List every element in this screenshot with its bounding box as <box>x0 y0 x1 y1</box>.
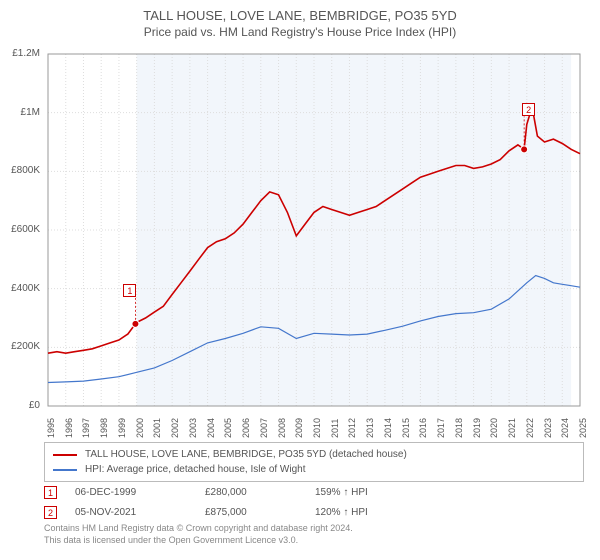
x-tick-label: 1999 <box>117 418 127 438</box>
chart-subtitle: Price paid vs. HM Land Registry's House … <box>0 25 600 39</box>
x-tick-label: 2019 <box>472 418 482 438</box>
x-tick-label: 2007 <box>259 418 269 438</box>
legend-item: HPI: Average price, detached house, Isle… <box>53 462 575 477</box>
sale-event-row: 1 06-DEC-1999 £280,000 159% ↑ HPI <box>44 482 584 502</box>
x-tick-label: 1998 <box>99 418 109 438</box>
x-tick-label: 2023 <box>543 418 553 438</box>
sale-event-vs-hpi: 120% ↑ HPI <box>315 507 435 518</box>
legend-swatch <box>53 454 77 456</box>
x-tick-label: 2005 <box>223 418 233 438</box>
sale-event-marker-box: 2 <box>44 506 57 519</box>
x-axis-labels: 1995199619971998199920002001200220032004… <box>44 414 584 428</box>
x-tick-label: 2001 <box>152 418 162 438</box>
sale-events-table: 1 06-DEC-1999 £280,000 159% ↑ HPI 2 05-N… <box>44 482 584 522</box>
x-tick-label: 1997 <box>81 418 91 438</box>
sale-event-date: 06-DEC-1999 <box>75 487 205 498</box>
sale-event-vs-hpi: 159% ↑ HPI <box>315 487 435 498</box>
x-tick-label: 2021 <box>507 418 517 438</box>
y-tick-label: £1.2M <box>2 48 40 59</box>
x-tick-label: 2018 <box>454 418 464 438</box>
chart-plot <box>44 50 584 410</box>
chart-container: TALL HOUSE, LOVE LANE, BEMBRIDGE, PO35 5… <box>0 0 600 560</box>
x-tick-label: 2009 <box>294 418 304 438</box>
sale-event-row: 2 05-NOV-2021 £875,000 120% ↑ HPI <box>44 502 584 522</box>
x-tick-label: 2015 <box>401 418 411 438</box>
y-tick-label: £400K <box>2 283 40 294</box>
chart-marker-label: 1 <box>123 284 136 297</box>
x-tick-label: 2013 <box>365 418 375 438</box>
x-tick-label: 1996 <box>64 418 74 438</box>
footer-attribution: Contains HM Land Registry data © Crown c… <box>44 523 584 546</box>
x-tick-label: 2008 <box>277 418 287 438</box>
legend-label: HPI: Average price, detached house, Isle… <box>85 464 306 475</box>
x-tick-label: 2025 <box>578 418 588 438</box>
x-tick-label: 2024 <box>560 418 570 438</box>
legend-item: TALL HOUSE, LOVE LANE, BEMBRIDGE, PO35 5… <box>53 447 575 462</box>
x-tick-label: 2017 <box>436 418 446 438</box>
footer-line: This data is licensed under the Open Gov… <box>44 535 584 547</box>
y-tick-label: £0 <box>2 400 40 411</box>
chart-title: TALL HOUSE, LOVE LANE, BEMBRIDGE, PO35 5… <box>0 8 600 23</box>
sale-event-price: £875,000 <box>205 507 315 518</box>
y-tick-label: £1M <box>2 107 40 118</box>
y-tick-label: £600K <box>2 224 40 235</box>
footer-line: Contains HM Land Registry data © Crown c… <box>44 523 584 535</box>
x-tick-label: 2004 <box>206 418 216 438</box>
x-tick-label: 2022 <box>525 418 535 438</box>
legend-label: TALL HOUSE, LOVE LANE, BEMBRIDGE, PO35 5… <box>85 449 407 460</box>
sale-event-price: £280,000 <box>205 487 315 498</box>
x-tick-label: 2003 <box>188 418 198 438</box>
chart-marker-label: 2 <box>522 103 535 116</box>
x-tick-label: 2010 <box>312 418 322 438</box>
y-tick-label: £200K <box>2 341 40 352</box>
y-tick-label: £800K <box>2 165 40 176</box>
sale-event-marker-box: 1 <box>44 486 57 499</box>
chart-header: TALL HOUSE, LOVE LANE, BEMBRIDGE, PO35 5… <box>0 0 600 39</box>
legend: TALL HOUSE, LOVE LANE, BEMBRIDGE, PO35 5… <box>44 442 584 482</box>
x-tick-label: 2000 <box>135 418 145 438</box>
x-tick-label: 1995 <box>46 418 56 438</box>
sale-event-date: 05-NOV-2021 <box>75 507 205 518</box>
x-tick-label: 2002 <box>170 418 180 438</box>
x-tick-label: 2020 <box>489 418 499 438</box>
x-tick-label: 2016 <box>418 418 428 438</box>
x-tick-label: 2006 <box>241 418 251 438</box>
x-tick-label: 2011 <box>330 419 340 438</box>
legend-swatch <box>53 469 77 471</box>
x-tick-label: 2012 <box>347 418 357 438</box>
x-tick-label: 2014 <box>383 418 393 438</box>
